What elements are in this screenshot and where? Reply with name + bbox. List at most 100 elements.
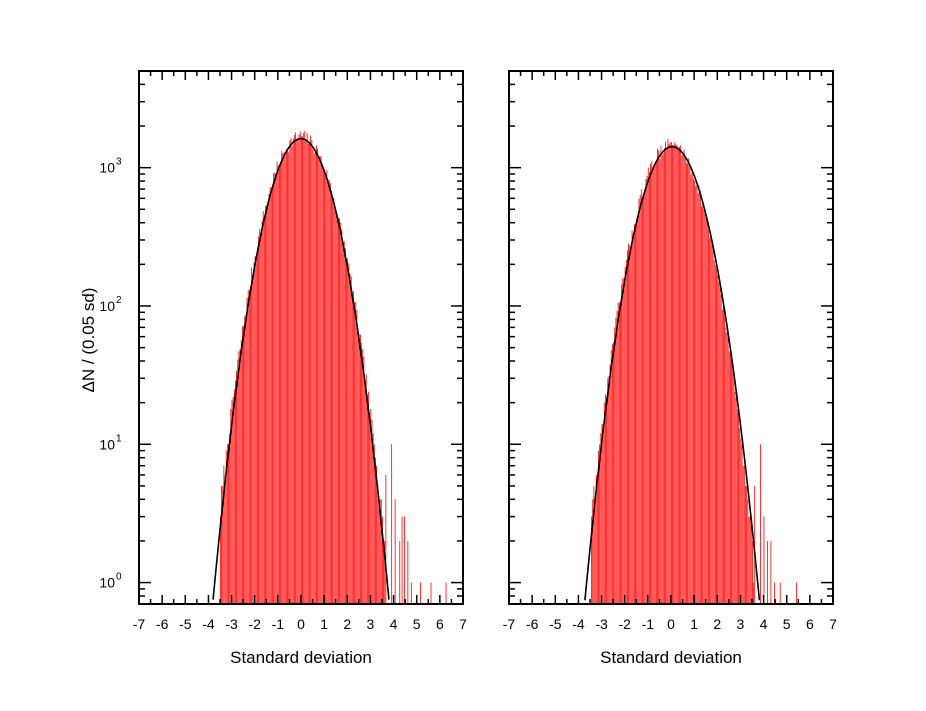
left-histogram-bars [220, 130, 447, 605]
histogram-bar [279, 167, 280, 604]
histogram-bar [627, 250, 628, 604]
y-tick-label: 10 [99, 575, 115, 591]
histogram-bar [767, 540, 768, 604]
histogram-bar [403, 516, 405, 604]
histogram-bar [339, 218, 340, 604]
histogram-bar [647, 167, 649, 605]
histogram-bar [384, 540, 386, 604]
y-tick-label: 10 [99, 160, 115, 176]
histogram-bar [325, 175, 327, 604]
histogram-bar [617, 302, 619, 604]
histogram-bar [253, 262, 255, 604]
histogram-bar [630, 245, 632, 604]
histogram-bar [370, 408, 372, 604]
histogram-bar [598, 450, 599, 604]
histogram-bar [289, 140, 291, 604]
histogram-bar [334, 205, 336, 605]
left-gaussian-fit-curve [212, 137, 390, 600]
histogram-bar [385, 474, 387, 604]
histogram-bar [341, 228, 343, 604]
histogram-bar [718, 281, 720, 604]
histogram-bar [317, 148, 318, 605]
histogram-bar [331, 190, 332, 604]
histogram-bar [725, 327, 727, 604]
histogram-bar [228, 444, 229, 604]
histogram-bar [741, 444, 743, 604]
histogram-bar [226, 444, 228, 604]
x-tick-label: 3 [367, 616, 375, 632]
histogram-bar [730, 353, 731, 604]
x-tick-label: -4 [202, 616, 215, 632]
right-histogram-bars [591, 138, 797, 605]
histogram-bar [383, 540, 384, 604]
histogram-bar [270, 188, 272, 604]
histogram-bar [639, 194, 641, 604]
histogram-bar [238, 351, 240, 604]
histogram-bar [357, 328, 359, 604]
histogram-bar [657, 148, 658, 604]
histogram-bar [319, 156, 321, 604]
histogram-bar [739, 428, 741, 604]
histogram-bar [351, 294, 353, 604]
histogram-bar [356, 310, 358, 604]
histogram-bar [347, 258, 349, 604]
histogram-bar [273, 173, 275, 604]
histogram-bar [688, 158, 690, 605]
histogram-bar [336, 213, 338, 605]
histogram-bar [276, 161, 278, 604]
histogram-bar [360, 334, 361, 604]
histogram-bar [631, 230, 633, 605]
histogram-bar [749, 516, 751, 604]
histogram-bar [295, 132, 297, 605]
histogram-bar [607, 378, 609, 604]
histogram-bar [373, 444, 375, 604]
histogram-bar [311, 139, 313, 604]
x-tick-label: 6 [436, 616, 444, 632]
histogram-bar [235, 380, 236, 604]
histogram-bar [721, 309, 723, 604]
histogram-bar [708, 229, 709, 604]
histogram-bar [362, 348, 364, 604]
histogram-bar [401, 516, 403, 604]
histogram-bar [380, 499, 382, 604]
histogram-bar [698, 186, 700, 604]
histogram-bar [233, 389, 235, 604]
histogram-bar [343, 241, 345, 604]
histogram-bar [681, 155, 683, 605]
histogram-bar [696, 183, 698, 604]
y-tick-label-exponent: 2 [116, 295, 122, 306]
histogram-bar [650, 163, 651, 605]
histogram-bar [642, 199, 643, 604]
histogram-bar [221, 485, 222, 604]
histogram-bar [430, 582, 432, 604]
histogram-bar [679, 146, 680, 605]
histogram-bar [683, 149, 685, 605]
histogram-bar [734, 391, 736, 604]
histogram-bar [371, 419, 373, 604]
histogram-bar [361, 342, 362, 604]
histogram-bar [306, 133, 308, 605]
histogram-bar [365, 374, 367, 604]
histogram-bar [262, 211, 264, 604]
histogram-bar [689, 167, 691, 604]
histogram-bar [605, 394, 606, 604]
histogram-bar [691, 169, 693, 604]
histogram-bar [706, 219, 708, 604]
histogram-bar [229, 433, 231, 604]
histogram-bar [259, 228, 261, 604]
x-tick-label: -6 [526, 616, 539, 632]
histogram-bar [290, 137, 292, 604]
histogram-bar [592, 499, 594, 604]
histogram-bar [281, 151, 283, 604]
histogram-bar [324, 170, 325, 604]
x-tick-label: -3 [595, 616, 608, 632]
histogram-bar [318, 158, 320, 604]
histogram-bar [651, 161, 653, 604]
histogram-bar [717, 275, 719, 604]
histogram-bar [377, 485, 379, 604]
histogram-bar [391, 444, 393, 604]
histogram-bar [342, 242, 344, 605]
histogram-bar [644, 189, 646, 604]
histogram-bar [358, 334, 360, 604]
y-axis-label: ΔN / (0.05 sd) [79, 288, 98, 393]
